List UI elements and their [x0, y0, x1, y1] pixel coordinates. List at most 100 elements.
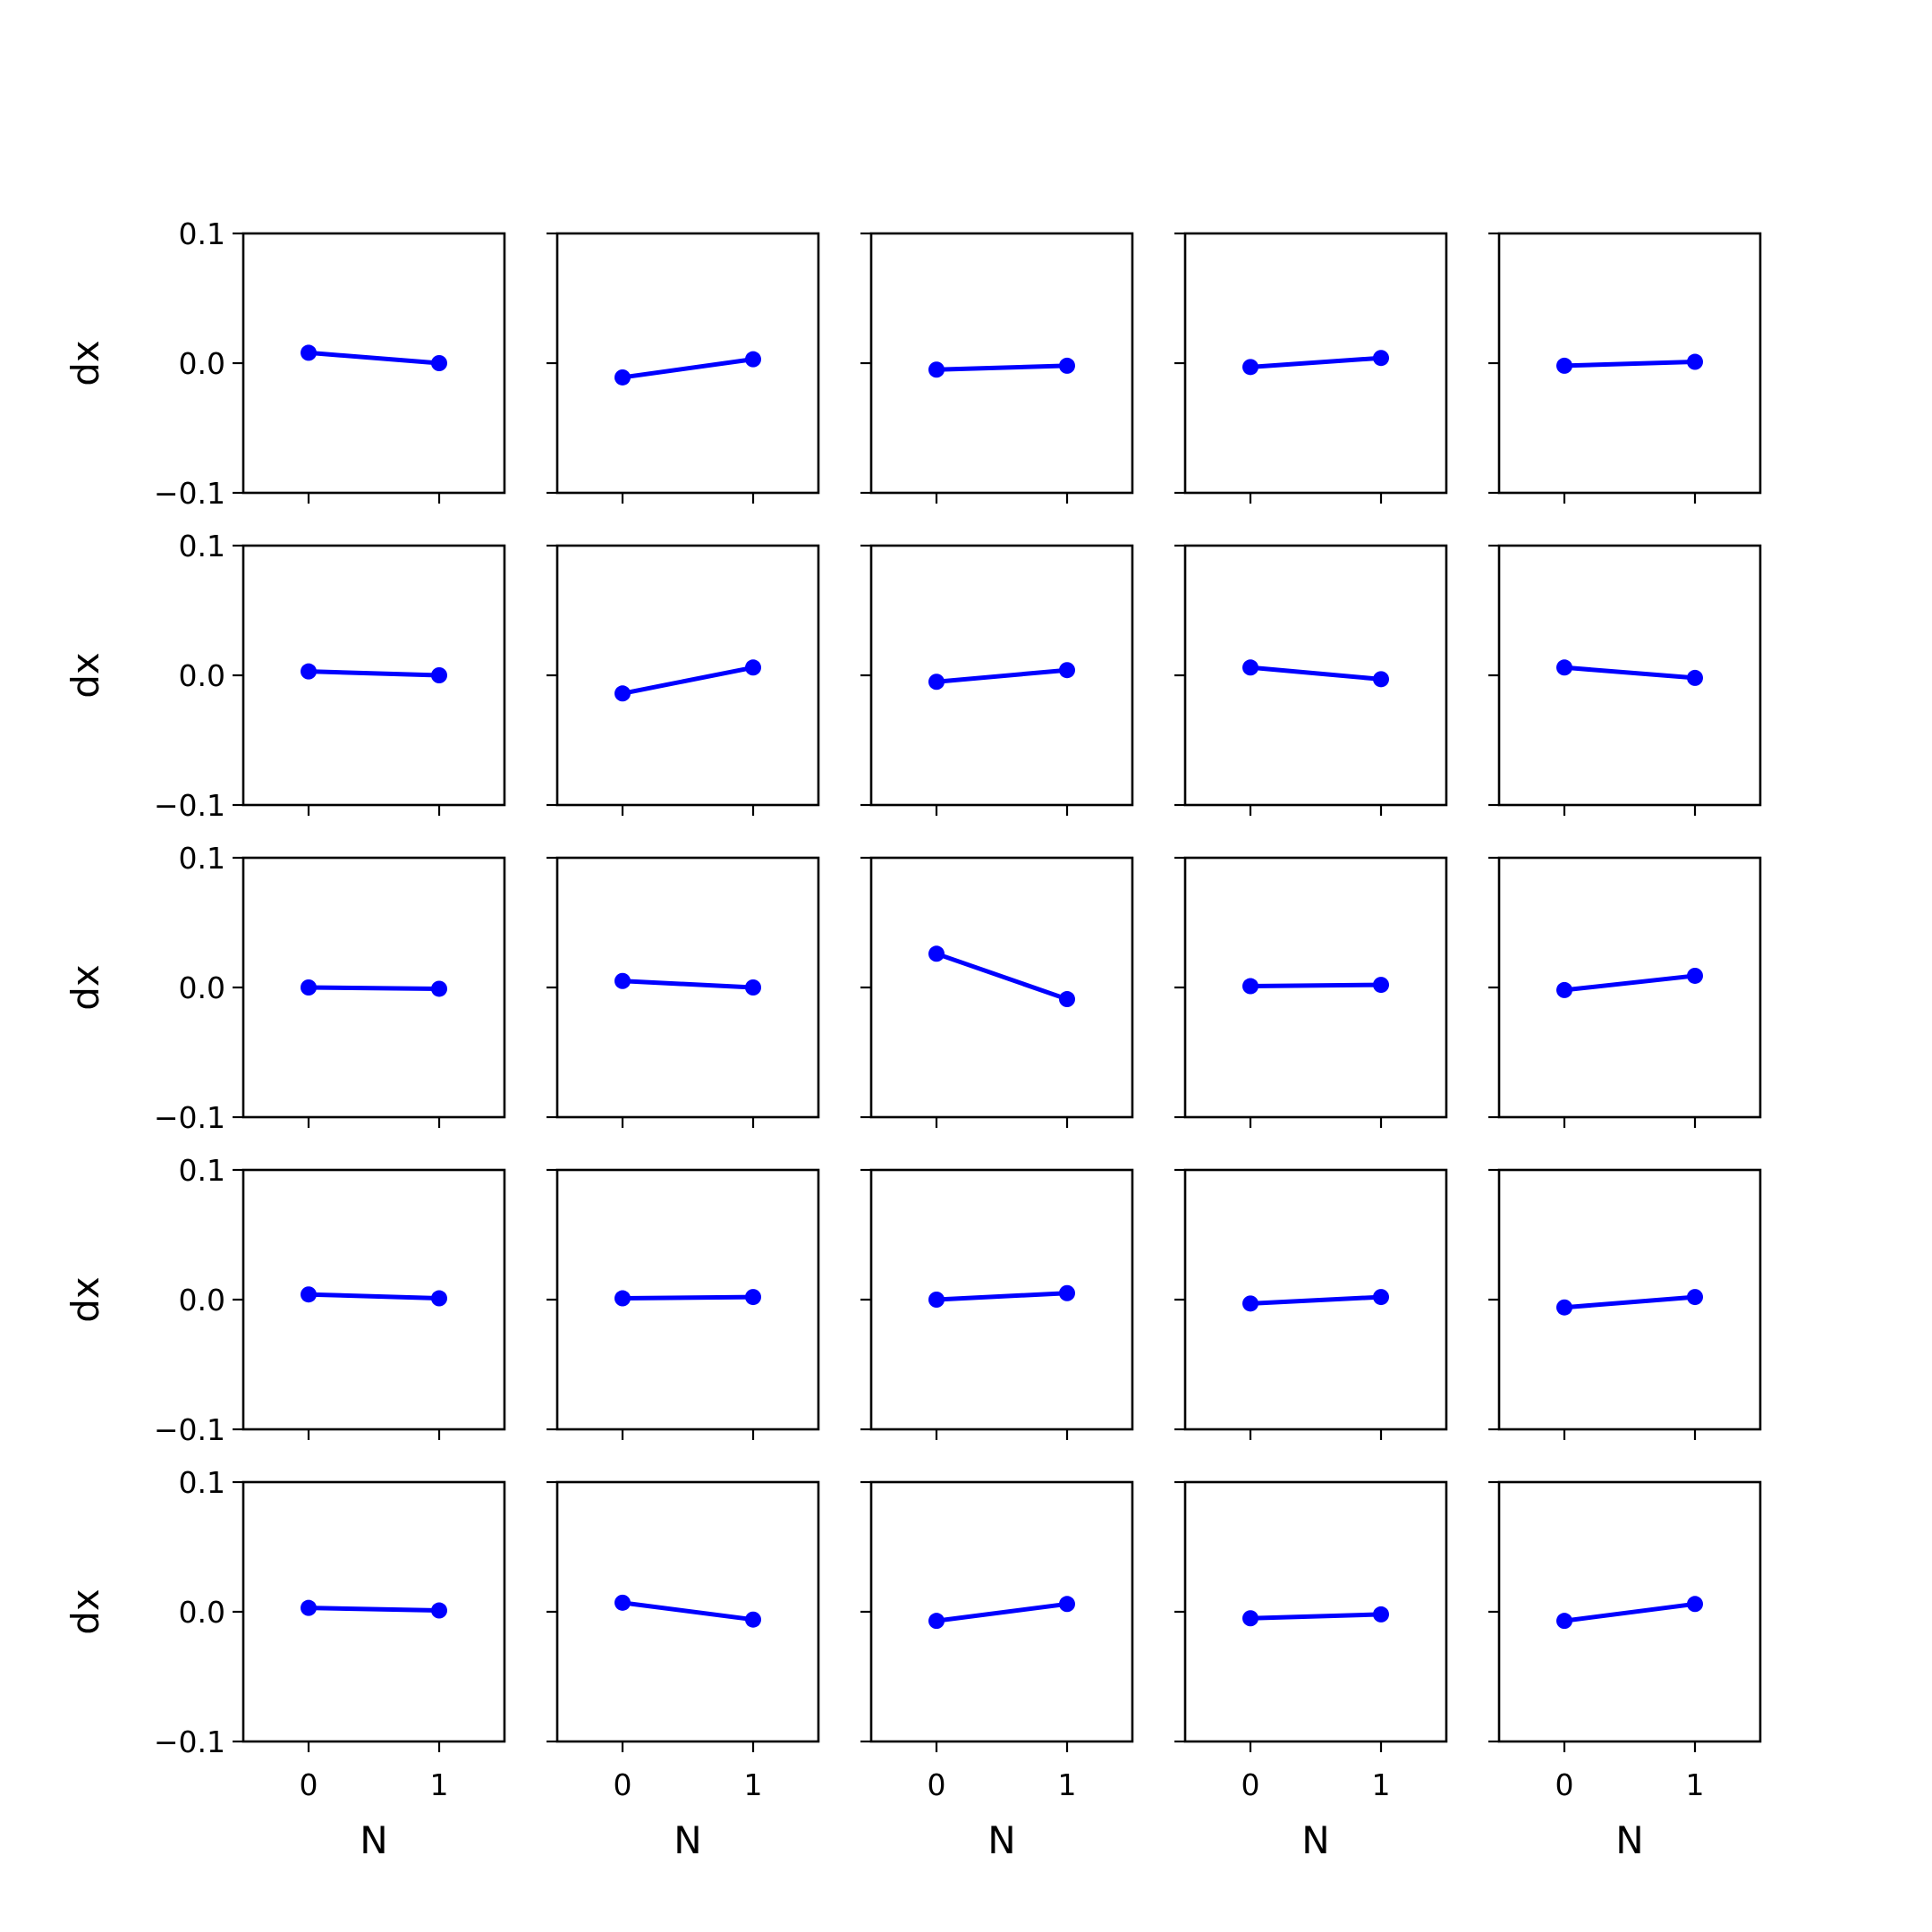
- x-tick-label: 1: [1372, 1767, 1391, 1802]
- series-line: [306, 350, 442, 366]
- subplot-1-2: [860, 544, 1134, 816]
- y-axis-label: dx: [64, 340, 107, 386]
- axes-frame: [1497, 1168, 1762, 1431]
- data-point: [745, 659, 761, 676]
- data-point: [1242, 1295, 1258, 1312]
- data-point: [1059, 991, 1075, 1008]
- subplot-2-3: [1174, 856, 1448, 1128]
- subplot-3-4: [1488, 1168, 1762, 1440]
- axes-frame: [242, 1168, 506, 1431]
- subplot-4-0: 0.1 0.0 −0.1 0 1 dx N: [64, 1465, 506, 1862]
- x-tick-label: 1: [744, 1767, 763, 1802]
- subplot-1-3: [1174, 544, 1448, 816]
- data-point: [1556, 1299, 1572, 1316]
- data-point: [1242, 978, 1258, 995]
- data-point: [745, 1611, 761, 1628]
- subplot-0-2: [860, 232, 1134, 504]
- series-line: [1248, 665, 1384, 682]
- series-line: [1562, 973, 1698, 993]
- data-point: [301, 1286, 317, 1303]
- data-point: [1556, 357, 1572, 374]
- subplot-3-1: [547, 1168, 820, 1440]
- subplot-1-1: [547, 544, 820, 816]
- x-tick-label: 0: [1555, 1767, 1574, 1802]
- axes-frame: [1183, 1480, 1448, 1743]
- x-tick-label: 1: [1058, 1767, 1077, 1802]
- series-line: [306, 1606, 442, 1614]
- y-tick-label: 0.1: [179, 841, 225, 876]
- series-line: [620, 979, 756, 990]
- x-axis-label: N: [1301, 1818, 1329, 1862]
- subplot-2-2: [860, 856, 1134, 1128]
- x-axis-label: N: [1615, 1818, 1643, 1862]
- axes-frame: [242, 232, 506, 495]
- data-point: [1687, 669, 1703, 686]
- axes-frame: [869, 856, 1134, 1119]
- series-line: [1562, 1601, 1698, 1623]
- data-point: [745, 1289, 761, 1306]
- y-tick-label: −0.1: [154, 476, 225, 511]
- data-point: [745, 351, 761, 368]
- data-point: [928, 945, 945, 962]
- data-point: [301, 663, 317, 680]
- series-line: [306, 1292, 442, 1301]
- subplot-0-3: [1174, 232, 1448, 504]
- data-point: [1373, 350, 1389, 367]
- series-line: [1248, 1612, 1384, 1621]
- data-point: [1242, 1610, 1258, 1627]
- subplot-2-4: [1488, 856, 1762, 1128]
- data-point: [1687, 353, 1703, 370]
- subplot-4-2: 0 1 N: [860, 1480, 1134, 1862]
- data-point: [1556, 981, 1572, 998]
- subplot-0-4: [1488, 232, 1762, 504]
- subplot-4-4: 0 1 N: [1488, 1480, 1762, 1862]
- data-point: [1242, 359, 1258, 376]
- series-line: [934, 1291, 1070, 1302]
- y-tick-label: 0.1: [179, 216, 225, 251]
- series-line: [620, 1294, 756, 1301]
- data-point: [1556, 659, 1572, 676]
- x-tick-label: 0: [300, 1767, 318, 1802]
- data-point: [431, 1602, 447, 1619]
- data-point: [928, 1613, 945, 1630]
- series-line: [934, 667, 1070, 684]
- x-tick-label: 1: [1686, 1767, 1705, 1802]
- y-axis-label: dx: [64, 1589, 107, 1635]
- data-point: [614, 685, 631, 702]
- subplot-4-3: 0 1 N: [1174, 1480, 1448, 1862]
- y-tick-label: 0.0: [179, 346, 225, 381]
- y-axis-label: dx: [64, 652, 107, 699]
- subplot-3-3: [1174, 1168, 1448, 1440]
- data-point: [431, 667, 447, 683]
- y-tick-label: 0.1: [179, 1465, 225, 1500]
- series-line: [620, 665, 756, 696]
- series-line: [306, 669, 442, 678]
- subplot-0-1: [547, 232, 820, 504]
- y-tick-label: −0.1: [154, 1724, 225, 1759]
- x-axis-label: N: [987, 1818, 1015, 1862]
- subplot-1-0: 0.1 0.0 −0.1 dx: [64, 529, 506, 823]
- series-line: [1248, 355, 1384, 369]
- x-tick-label: 0: [928, 1767, 946, 1802]
- series-line: [620, 357, 756, 380]
- x-tick-label: 0: [614, 1767, 632, 1802]
- x-axis-label: N: [674, 1818, 701, 1862]
- data-point: [1687, 967, 1703, 984]
- subplot-2-1: [547, 856, 820, 1128]
- y-tick-label: 0.0: [179, 1283, 225, 1318]
- data-point: [1373, 1289, 1389, 1306]
- axes-frame: [555, 856, 820, 1119]
- data-point: [431, 1290, 447, 1307]
- series-line: [1562, 1294, 1698, 1310]
- axes-frame: [555, 232, 820, 495]
- series-line: [1562, 360, 1698, 369]
- data-point: [1242, 659, 1258, 676]
- series-line: [306, 985, 442, 991]
- subplot-3-2: [860, 1168, 1134, 1440]
- axes-frame: [869, 1168, 1134, 1431]
- y-tick-label: −0.1: [154, 788, 225, 823]
- data-point: [928, 361, 945, 378]
- data-point: [614, 1594, 631, 1611]
- subplot-3-0: 0.1 0.0 −0.1 dx: [64, 1153, 506, 1447]
